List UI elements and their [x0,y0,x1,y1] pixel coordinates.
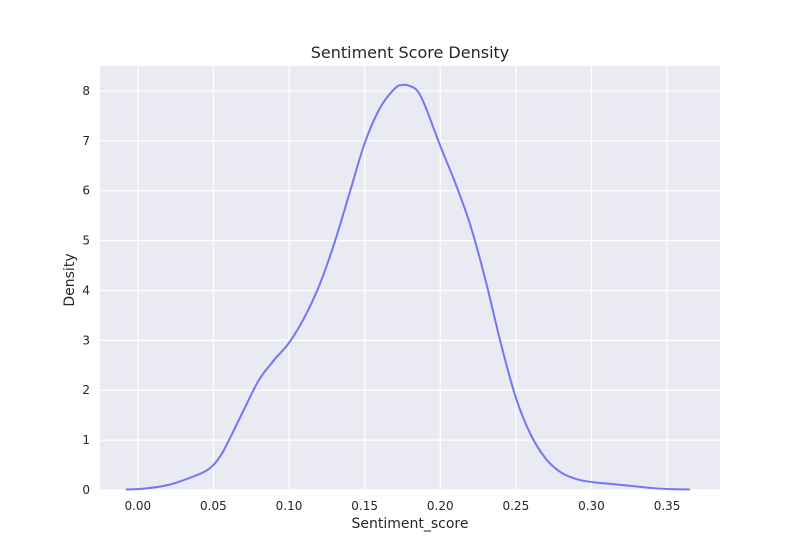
x-tick-label: 0.35 [654,499,681,513]
x-tick-label: 0.25 [502,499,529,513]
x-tick-label: 0.15 [351,499,378,513]
y-tick-label: 4 [82,283,90,297]
y-axis-label: Density [62,253,78,306]
y-tick-label: 7 [82,134,90,148]
y-tick-label: 6 [82,184,90,198]
x-tick-label: 0.30 [578,499,605,513]
x-tick-label: 0.20 [427,499,454,513]
tick-labels: 0.00 0.05 0.10 0.15 0.20 0.25 0.30 0.35 0 1 2 3 4 5 6 7… [82,84,680,513]
y-tick-label: 0 [82,483,90,497]
x-tick-label: 0.00 [124,499,151,513]
y-tick-label: 3 [82,333,90,347]
y-tick-label: 1 [82,433,90,447]
y-tick-label: 5 [82,234,90,248]
plot-background [100,66,720,490]
x-tick-label: 0.10 [276,499,303,513]
grid-lines [100,66,720,491]
series-layer [125,83,690,491]
y-tick-label: 8 [82,84,90,98]
x-tick-label: 0.05 [200,499,227,513]
chart-title: Sentiment Score Density [311,43,510,62]
x-axis-label: Sentiment_score [352,516,469,532]
y-tick-label: 2 [82,383,90,397]
density-curve [125,83,690,491]
